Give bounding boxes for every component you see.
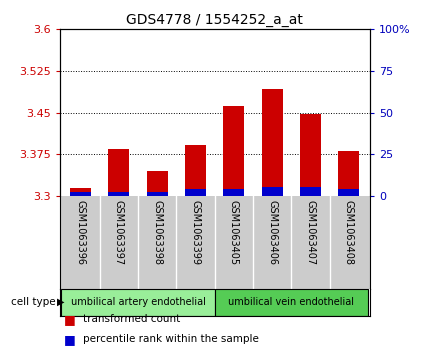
Bar bbox=[223, 106, 244, 196]
Bar bbox=[300, 114, 321, 196]
Text: ▶: ▶ bbox=[57, 297, 65, 307]
Bar bbox=[147, 171, 168, 196]
Bar bbox=[147, 192, 168, 196]
Text: cell type: cell type bbox=[11, 297, 55, 307]
Title: GDS4778 / 1554252_a_at: GDS4778 / 1554252_a_at bbox=[126, 13, 303, 26]
Bar bbox=[62, 289, 215, 316]
Text: percentile rank within the sample: percentile rank within the sample bbox=[83, 334, 259, 344]
Text: ■: ■ bbox=[64, 313, 76, 326]
Bar bbox=[108, 192, 129, 196]
Text: GSM1063408: GSM1063408 bbox=[344, 200, 354, 265]
Text: GSM1063399: GSM1063399 bbox=[190, 200, 201, 265]
Bar bbox=[223, 189, 244, 196]
Bar bbox=[70, 192, 91, 196]
Text: umbilical artery endothelial: umbilical artery endothelial bbox=[71, 297, 205, 307]
Text: umbilical vein endothelial: umbilical vein endothelial bbox=[228, 297, 354, 307]
Bar bbox=[300, 187, 321, 196]
Text: GSM1063405: GSM1063405 bbox=[229, 200, 239, 265]
Bar bbox=[338, 151, 359, 196]
Bar bbox=[338, 189, 359, 196]
Bar bbox=[185, 145, 206, 196]
Bar bbox=[185, 189, 206, 196]
Bar bbox=[261, 187, 283, 196]
Bar bbox=[261, 89, 283, 196]
Text: GSM1063407: GSM1063407 bbox=[306, 200, 315, 265]
Text: GSM1063396: GSM1063396 bbox=[76, 200, 85, 265]
Text: GSM1063398: GSM1063398 bbox=[152, 200, 162, 265]
Text: GSM1063397: GSM1063397 bbox=[114, 200, 124, 265]
Bar bbox=[70, 188, 91, 196]
Bar bbox=[108, 149, 129, 196]
Bar bbox=[215, 289, 368, 316]
Text: GSM1063406: GSM1063406 bbox=[267, 200, 277, 265]
Text: transformed count: transformed count bbox=[83, 314, 180, 325]
Text: ■: ■ bbox=[64, 333, 76, 346]
